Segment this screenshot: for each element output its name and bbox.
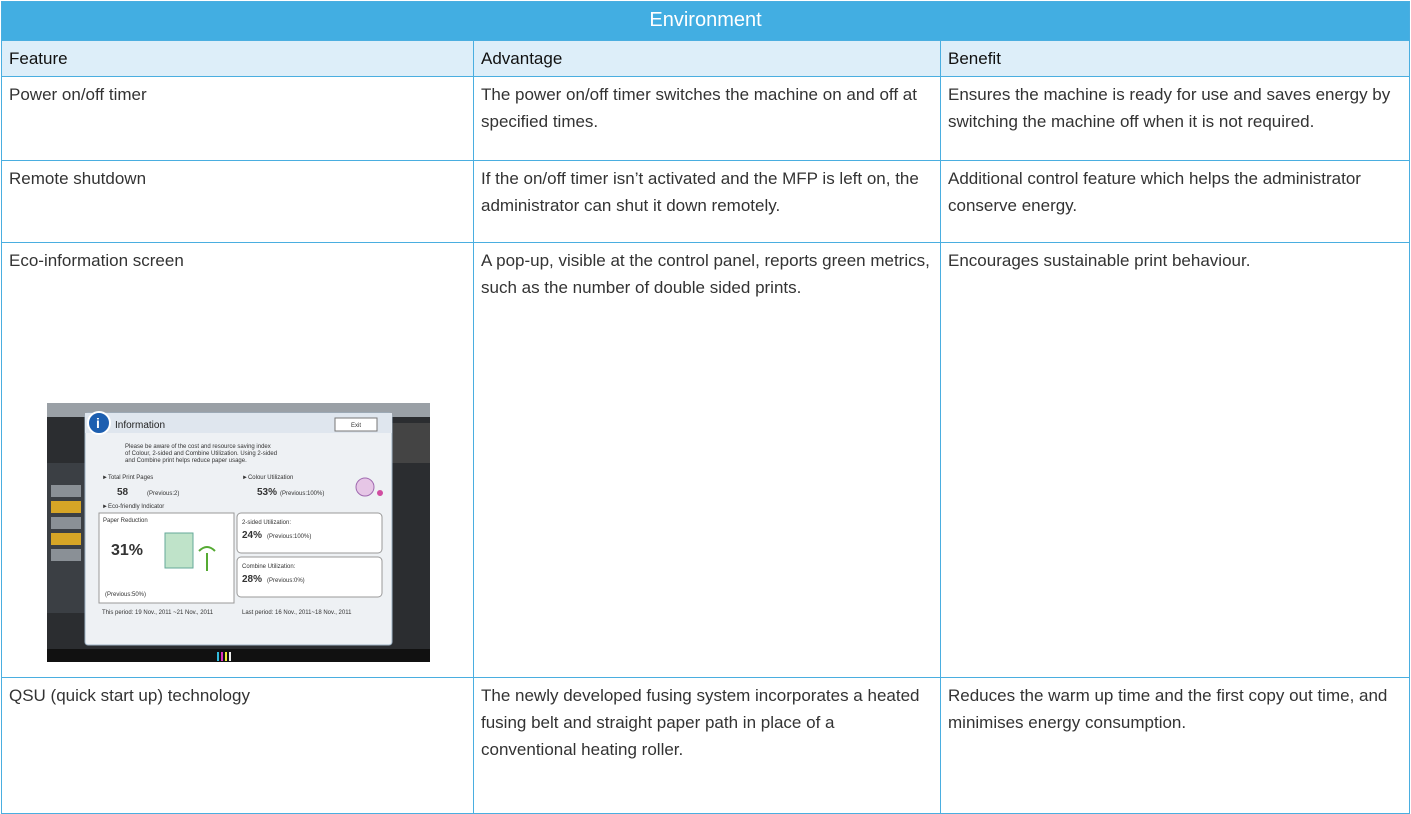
cell: Remote shutdown (1, 160, 474, 243)
shot-intro: and Combine print helps reduce paper usa… (125, 458, 247, 464)
shot-prev: (Previous:0%) (267, 578, 305, 584)
cell: The power on/off timer switches the mach… (473, 76, 941, 161)
shot-value: 31% (111, 542, 143, 559)
shot-label: ►Eco-friendly Indicator (102, 504, 164, 510)
eco-screenshot: i Information Exit Please be aware of th… (47, 403, 430, 662)
column-header: Advantage (473, 40, 941, 77)
cell: Ensures the machine is ready for use and… (939, 76, 1411, 161)
shot-label: ►Colour Utilization (242, 475, 293, 481)
shot-prev: (Previous:100%) (280, 491, 324, 497)
cell: A pop-up, visible at the control panel, … (473, 242, 941, 678)
shot-prev: (Previous:100%) (267, 534, 311, 540)
shot-label: ►Total Print Pages (102, 475, 153, 481)
shot-label: 2-sided Utilization: (242, 520, 291, 526)
shot-intro: Please be aware of the cost and resource… (125, 444, 271, 450)
column-header: Benefit (939, 40, 1411, 77)
cell: Additional control feature which helps t… (939, 160, 1411, 243)
shot-period: This period: 19 Nov., 2011 ~21 Nov., 201… (102, 610, 214, 616)
shot-prev: (Previous:50%) (105, 592, 146, 598)
shot-value: 58 (117, 487, 129, 498)
shot-value: 28% (242, 574, 262, 585)
cell: Encourages sustainable print behaviour. (939, 242, 1411, 678)
shot-prev: (Previous:2) (147, 491, 179, 497)
shot-label: Paper Reduction (103, 518, 148, 524)
shot-value: 53% (257, 487, 277, 498)
shot-period: Last period: 16 Nov., 2011~18 Nov., 2011 (242, 610, 352, 616)
svg-text:i: i (96, 415, 100, 431)
cell: The newly developed fusing system incorp… (473, 677, 941, 814)
cell: If the on/off timer isn’t activated and … (473, 160, 941, 243)
cell: Reduces the warm up time and the first c… (939, 677, 1411, 814)
shot-exit: Exit (351, 423, 361, 429)
cell: QSU (quick start up) technology (1, 677, 474, 814)
shot-intro: of Colour, 2-sided and Combine Utilizati… (125, 451, 277, 457)
cell: Power on/off timer (1, 76, 474, 161)
table-title: Environment (0, 1, 1411, 41)
shot-value: 24% (242, 530, 262, 541)
shot-label: Combine Utilization: (242, 564, 296, 570)
column-header: Feature (1, 40, 474, 77)
shot-title: Information (115, 420, 165, 431)
